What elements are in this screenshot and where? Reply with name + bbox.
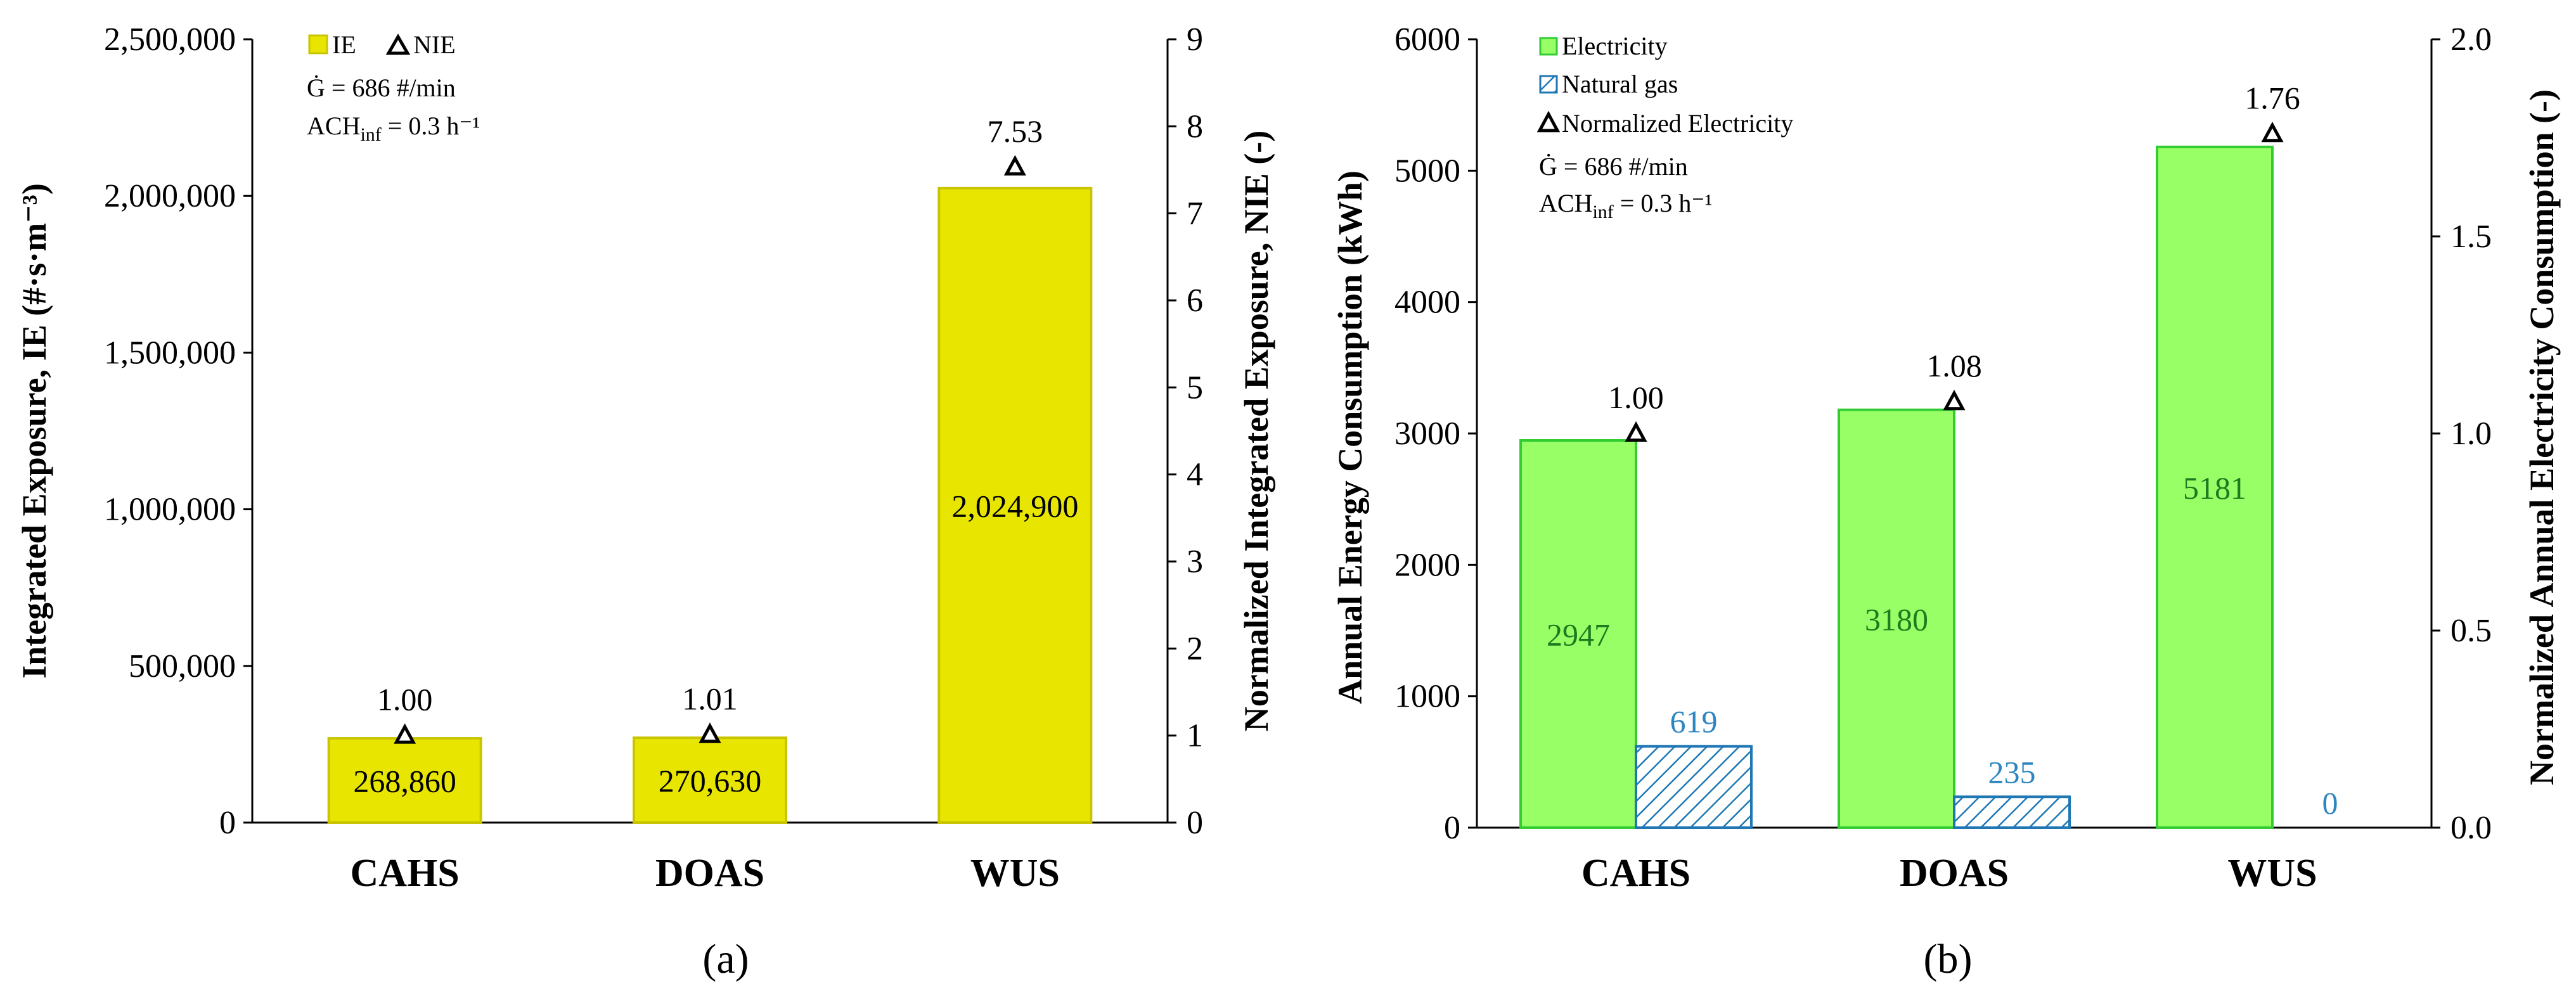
legend-ie-label: IE xyxy=(332,30,356,59)
chart-b-panel-label: (b) xyxy=(1924,936,1973,982)
chart-a-bar-ie xyxy=(937,186,1093,824)
chart-b-y-tick-label: 0 xyxy=(1444,810,1460,846)
chart-b-y2-tick-label: 0.5 xyxy=(2450,613,2492,649)
legend-normalized-electricity-marker xyxy=(1536,110,1561,132)
chart-b-bar-natural-gas-label: 619 xyxy=(1670,704,1718,740)
chart-b-y-tick-label: 2000 xyxy=(1394,547,1460,583)
chart-a-y2-axis-title: Normalized Integrated Exposure, NIE (-) xyxy=(1237,131,1275,731)
chart-b-ach: ACHinf = 0.3 h⁻¹ xyxy=(1539,189,1712,222)
chart-a: 0 500,000 1,000,000 1,500,000 2,000,000 2,500… xyxy=(15,22,1275,982)
chart-b-category-label: CAHS xyxy=(1581,852,1690,895)
chart-b-marker-normalized-electricity-label: 1.76 xyxy=(2244,80,2300,115)
chart-b-bar-electricity-label: 5181 xyxy=(2183,470,2246,506)
chart-b-bar-electricity xyxy=(1838,408,1955,829)
chart-b-bar-natural-gas xyxy=(1635,745,1753,829)
chart-a-y2-tick-label: 4 xyxy=(1187,457,1203,493)
chart-a-category-label: CAHS xyxy=(351,852,460,895)
chart-b-y-tick-label: 1000 xyxy=(1394,679,1460,715)
chart-a-y-tick-label: 2,500,000 xyxy=(104,22,236,58)
chart-b-y2-axis-title: Normalized Annual Electricity Consumptio… xyxy=(2523,89,2561,785)
chart-b-bar-electricity-label: 2947 xyxy=(1547,617,1610,652)
chart-b-category-label: DOAS xyxy=(1900,852,2009,895)
chart-a-marker-nie-label: 1.01 xyxy=(682,681,738,716)
chart-a-y-axis-title: Integrated Exposure, IE (#·s·m⁻³) xyxy=(15,183,53,679)
chart-b-y-tick-label: 6000 xyxy=(1394,22,1460,58)
chart-a-category-label: WUS xyxy=(970,852,1060,895)
chart-a-g-dot: Ġ = 686 #/min xyxy=(307,74,456,102)
chart-a-y2-tick-label: 7 xyxy=(1187,196,1203,232)
chart-a-y2-tick-label: 1 xyxy=(1187,718,1203,754)
legend-nie-label: NIE xyxy=(413,30,456,59)
chart-b: 0 1000 2000 3000 4000 5000 6000 0.0 0.5 1.0 1.5 2.… xyxy=(1331,22,2561,982)
chart-a-marker-nie-label: 7.53 xyxy=(988,113,1043,149)
chart-b-bar-electricity xyxy=(1519,439,1637,829)
chart-b-marker-normalized-electricity xyxy=(2261,122,2284,143)
chart-a-marker-nie-label: 1.00 xyxy=(377,682,433,717)
chart-b-marker-normalized-electricity xyxy=(1943,389,1966,411)
chart-b-category-label: WUS xyxy=(2227,852,2317,895)
chart-a-bar-ie xyxy=(633,736,787,824)
chart-b-bar-electricity xyxy=(2156,145,2274,829)
chart-b-y-axis-title: Annual Energy Consumption (kWh) xyxy=(1331,170,1369,704)
chart-a-y-tick-label: 1,500,000 xyxy=(104,335,236,371)
chart-a-y-tick-label: 500,000 xyxy=(129,648,236,684)
legend-natural-gas-swatch xyxy=(1539,75,1558,94)
chart-b-g-dot: Ġ = 686 #/min xyxy=(1539,152,1688,181)
chart-b-y2-tick-label: 1.0 xyxy=(2450,416,2492,452)
chart-b-y-tick-label: 3000 xyxy=(1394,416,1460,452)
chart-a-y-tick-label: 2,000,000 xyxy=(104,178,236,214)
chart-a-marker-nie xyxy=(699,722,721,743)
chart-b-y2-tick-label: 0.0 xyxy=(2450,810,2492,846)
chart-a-marker-nie xyxy=(394,723,416,744)
legend-nie-marker xyxy=(385,33,411,55)
chart-b-y2-tick-label: 1.5 xyxy=(2450,219,2492,255)
chart-a-category-label: DOAS xyxy=(655,852,764,895)
chart-a-y2-tick-label: 5 xyxy=(1187,369,1203,406)
chart-a-y-tick-label: 1,000,000 xyxy=(104,492,236,528)
legend-natural-gas-label: Natural gas xyxy=(1562,70,1678,98)
legend-ie-swatch xyxy=(308,34,328,55)
chart-a-bar-ie-label: 2,024,900 xyxy=(951,488,1078,523)
chart-b-bar-natural-gas-label: 0 xyxy=(2322,785,2338,821)
chart-b-bar-natural-gas-label: 235 xyxy=(1988,754,2036,790)
chart-b-bar-electricity-label: 3180 xyxy=(1865,601,1928,637)
chart-a-y2-tick-label: 3 xyxy=(1187,544,1203,580)
chart-b-marker-normalized-electricity xyxy=(1625,421,1647,442)
chart-a-bar-ie-label: 268,860 xyxy=(353,764,456,799)
chart-a-y-tick-label: 0 xyxy=(219,805,236,841)
legend-electricity-label: Electricity xyxy=(1562,32,1668,60)
chart-b-y2-tick-label: 2.0 xyxy=(2450,22,2492,58)
chart-b-marker-normalized-electricity-label: 1.08 xyxy=(1926,348,1982,383)
chart-b-marker-normalized-electricity-label: 1.00 xyxy=(1608,380,1664,415)
legend-normalized-electricity-label: Normalized Electricity xyxy=(1562,109,1793,138)
chart-a-y2-tick-label: 9 xyxy=(1187,22,1203,58)
legend-electricity-swatch xyxy=(1539,37,1558,56)
chart-a-y2-tick-label: 0 xyxy=(1187,805,1203,841)
chart-b-bar-natural-gas xyxy=(1953,795,2071,829)
chart-a-marker-nie xyxy=(1003,155,1026,176)
chart-b-y-tick-label: 4000 xyxy=(1394,285,1460,321)
chart-b-y-tick-label: 5000 xyxy=(1394,153,1460,189)
chart-a-y2-tick-label: 2 xyxy=(1187,631,1203,667)
chart-a-y2-tick-label: 8 xyxy=(1187,108,1203,144)
chart-a-panel-label: (a) xyxy=(702,936,749,982)
chart-a-y2-tick-label: 6 xyxy=(1187,283,1203,319)
chart-a-bar-ie-label: 270,630 xyxy=(659,763,762,799)
chart-a-ach: ACHinf = 0.3 h⁻¹ xyxy=(307,112,480,145)
